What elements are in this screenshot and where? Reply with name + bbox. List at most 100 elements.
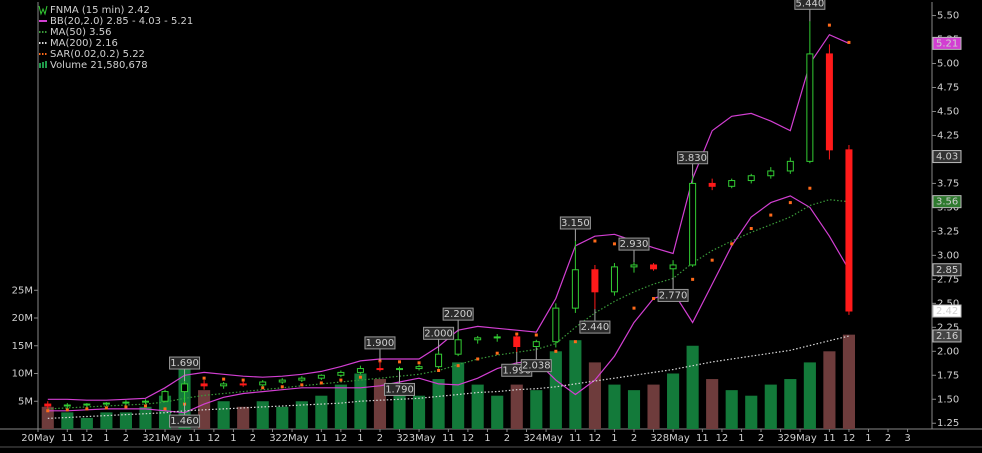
y-tick-label: 5.50 [937, 11, 959, 22]
annotation-label: 2.930 [620, 239, 649, 250]
price-tag-label: 2.16 [936, 331, 958, 342]
candle-body [63, 404, 71, 407]
annotation-box [423, 326, 455, 340]
volume-bar [647, 384, 660, 429]
candle-body [689, 182, 697, 266]
volume-bar [198, 390, 211, 429]
indicator-line [47, 335, 850, 419]
annotation-box [794, 0, 826, 10]
price-tag [932, 195, 962, 209]
sar-dot [573, 340, 577, 344]
y-tick-label: 2.50 [937, 298, 959, 309]
candle-body [591, 269, 599, 293]
candle-body [337, 371, 345, 376]
volume-bar [373, 379, 387, 429]
volume-bar [569, 340, 582, 429]
annotation-label: 2.038 [522, 361, 551, 372]
volume-bar [510, 384, 523, 429]
annotation-label: 1.790 [385, 384, 414, 395]
candle-body [650, 264, 658, 270]
price-tag-label: 2.85 [936, 265, 958, 276]
candle-body [415, 366, 423, 370]
sar-dot [710, 258, 714, 262]
price-tag [932, 304, 962, 318]
x-tick-label: 1 [484, 433, 490, 444]
candle-body [728, 180, 736, 187]
volume-bar [784, 379, 797, 429]
sar-dot [104, 406, 108, 410]
volume-bar [158, 395, 172, 429]
sar-dot [554, 349, 558, 353]
y-tick-label: 4.25 [937, 130, 959, 141]
annotation-box [364, 336, 396, 350]
annotation-box [384, 382, 416, 396]
volume-bar [764, 384, 777, 429]
volume-bar [334, 384, 347, 429]
sar-dot [202, 376, 206, 380]
volume-bar [432, 379, 445, 429]
candle-body [767, 170, 775, 177]
x-tick-label: 1 [103, 433, 109, 444]
volume-tick-label: 25M [12, 285, 33, 296]
sar-dot [85, 407, 89, 411]
x-tick-label: 3 [142, 433, 148, 444]
sar-dot [749, 227, 753, 231]
annotation-box [520, 359, 552, 373]
volume-tick-label: 5M [18, 396, 33, 407]
volume-bar [217, 401, 230, 429]
volume-bar [471, 384, 484, 429]
price-tag [932, 329, 962, 343]
x-tick-label: 1 [865, 433, 871, 444]
candle-body [298, 377, 306, 381]
sar-dot [534, 333, 538, 337]
x-tick-label: 3 [396, 433, 402, 444]
x-tick-label: 11 [442, 433, 455, 444]
price-tag [932, 36, 962, 50]
legend-entry: MA(50) 3.56 [50, 27, 111, 38]
x-tick-label: 20May [21, 433, 54, 444]
x-tick-label: 2 [250, 433, 256, 444]
x-tick-label: 12 [462, 433, 475, 444]
annotation-label: 5.440 [796, 0, 825, 9]
annotation-label: 2.440 [581, 322, 610, 333]
sar-dot [476, 357, 480, 361]
annotation-box [618, 237, 650, 251]
sar-dot [788, 201, 792, 205]
volume-bar [412, 395, 426, 429]
candle-body [435, 353, 443, 368]
sar-dot [612, 242, 616, 246]
y-tick-label: 1.75 [937, 370, 959, 381]
legend-entry: FNMA (15 min) 2.42 [50, 5, 150, 16]
sar-dot [456, 364, 460, 368]
sar-dot [241, 378, 245, 382]
y-tick-label: 3.75 [937, 178, 959, 189]
indicator-line [47, 199, 850, 410]
price-tag-label: 4.03 [936, 152, 958, 163]
candle-body [571, 269, 579, 309]
candle-body [786, 160, 794, 172]
sar-dot [769, 213, 773, 217]
candle-body [376, 368, 384, 371]
y-tick-label: 3.00 [937, 250, 959, 261]
candle-body [708, 182, 716, 187]
candle-body [610, 266, 618, 293]
volume-bar [823, 351, 836, 429]
x-tick-label: 29May [783, 433, 816, 444]
volume-tick-label: 10M [12, 369, 33, 380]
legend-entry: SAR(0.02,0.2) 5.22 [50, 49, 145, 60]
volume-bar [667, 373, 680, 429]
candle-body [493, 336, 501, 339]
volume-bar [803, 362, 816, 429]
annotation-box [559, 216, 591, 230]
candle-body [513, 336, 521, 348]
x-tick-label: 12 [716, 433, 729, 444]
annotation-box [657, 288, 689, 302]
candle-body [630, 264, 638, 268]
sar-dot [632, 306, 636, 310]
price-tag-label: 3.56 [936, 197, 958, 208]
x-tick-label: 3 [269, 433, 275, 444]
x-tick-label: 11 [315, 433, 328, 444]
sar-dot [437, 368, 441, 372]
sar-dot [847, 40, 851, 44]
